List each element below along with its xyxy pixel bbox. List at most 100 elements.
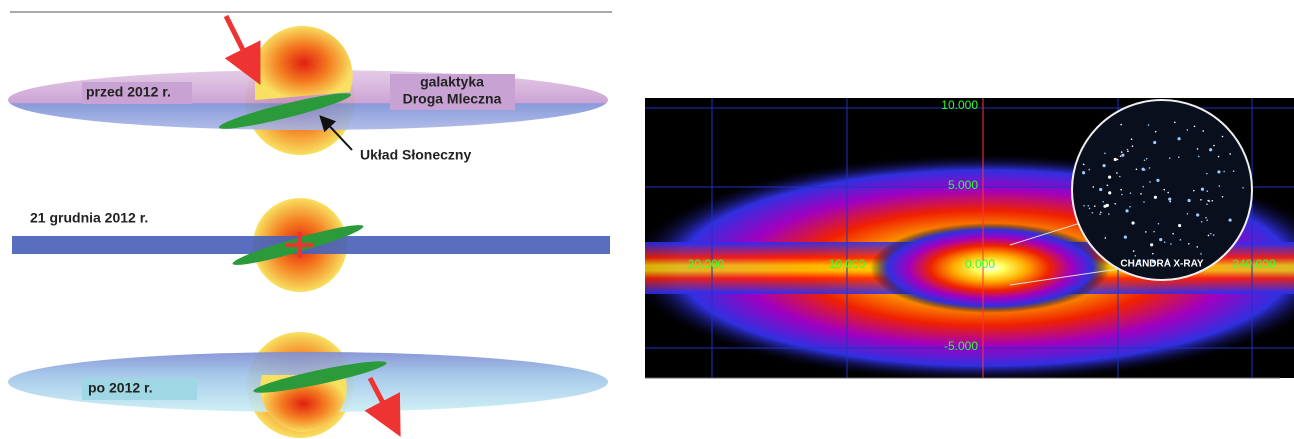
star: [1202, 130, 1204, 132]
star: [1125, 209, 1128, 212]
xray-map: 10.000 5.000 -5.000 20.000 10.000 0.000 …: [625, 98, 1294, 383]
star: [1083, 164, 1085, 166]
star: [1150, 243, 1153, 246]
star: [1149, 167, 1151, 169]
star: [1104, 152, 1106, 154]
panel-before: przed 2012 r. galaktyka Droga Mleczna Uk…: [8, 16, 608, 163]
star: [1121, 151, 1123, 153]
star: [1178, 156, 1180, 158]
star: [1188, 243, 1190, 245]
star: [1172, 233, 1174, 235]
x-tick-label: 20.000: [688, 257, 725, 271]
star: [1154, 196, 1157, 199]
x-tick-label: 240.000: [1232, 257, 1276, 271]
star: [1136, 169, 1138, 171]
star: [1130, 192, 1132, 194]
star: [1218, 156, 1220, 158]
star: [1217, 170, 1220, 173]
star: [1209, 148, 1212, 151]
star: [1210, 233, 1212, 235]
star: [1120, 189, 1122, 191]
star: [1117, 159, 1119, 161]
star: [1206, 203, 1208, 205]
star: [1201, 188, 1204, 191]
star: [1108, 191, 1111, 194]
star: [1108, 176, 1111, 179]
star: [1152, 253, 1154, 255]
star: [1120, 124, 1122, 126]
star: [1169, 201, 1171, 203]
star: [1083, 205, 1085, 207]
star: [1153, 141, 1156, 144]
star: [1153, 231, 1155, 233]
star: [1121, 194, 1123, 196]
star: [1198, 156, 1200, 158]
star: [1142, 168, 1145, 171]
star: [1108, 213, 1110, 215]
star: [1127, 151, 1129, 153]
star: [1163, 189, 1165, 191]
galactic-center-top: [255, 26, 353, 100]
inset: [1072, 100, 1252, 280]
star: [1222, 136, 1224, 138]
star: [1196, 246, 1198, 248]
star: [1105, 237, 1107, 239]
galaxy-label: Droga Mleczna: [403, 91, 502, 107]
star: [1133, 250, 1135, 252]
arrow: [226, 16, 256, 76]
y-tick-label: 5.000: [948, 178, 978, 192]
star: [1107, 184, 1109, 186]
star: [1207, 200, 1209, 202]
panel-label: przed 2012 r.: [86, 84, 171, 100]
star: [1205, 217, 1207, 219]
star: [1233, 170, 1235, 172]
star: [1088, 169, 1090, 171]
star: [1102, 164, 1105, 167]
star: [1242, 187, 1244, 189]
y-tick-label: 10.000: [941, 98, 978, 112]
star: [1102, 201, 1104, 203]
star: [1208, 235, 1210, 237]
star: [1119, 176, 1121, 178]
star: [1196, 213, 1199, 216]
star: [1143, 201, 1145, 203]
star: [1187, 129, 1189, 131]
star: [1092, 212, 1094, 214]
star: [1229, 153, 1231, 155]
panel-after: po 2012 r.: [8, 332, 608, 438]
star: [1144, 159, 1146, 161]
star: [1213, 234, 1215, 236]
star: [1206, 173, 1208, 175]
star: [1149, 181, 1151, 183]
star: [1129, 206, 1131, 208]
star: [1169, 157, 1171, 159]
star: [1187, 213, 1189, 215]
star: [1146, 158, 1148, 160]
star: [1120, 155, 1122, 157]
panel-during: 21 grudnia 2012 r.: [12, 198, 610, 292]
star: [1082, 171, 1085, 174]
star: [1092, 186, 1094, 188]
star: [1148, 124, 1150, 126]
star: [1200, 253, 1202, 255]
star: [1201, 221, 1203, 223]
star: [1094, 205, 1096, 207]
solar-label: Układ Słoneczny: [360, 147, 471, 163]
star: [1099, 213, 1101, 215]
star: [1135, 255, 1137, 257]
star: [1143, 186, 1145, 188]
star: [1158, 223, 1160, 225]
star: [1127, 149, 1129, 151]
star: [1116, 172, 1118, 174]
star: [1124, 236, 1127, 239]
star: [1121, 154, 1124, 157]
star: [1156, 179, 1159, 182]
star: [1164, 241, 1166, 243]
star: [1212, 200, 1214, 202]
star: [1178, 224, 1181, 227]
galaxy-label: galaktyka: [420, 74, 484, 90]
star: [1194, 126, 1196, 128]
star: [1114, 203, 1116, 205]
star: [1140, 193, 1142, 195]
star: [1193, 190, 1195, 192]
